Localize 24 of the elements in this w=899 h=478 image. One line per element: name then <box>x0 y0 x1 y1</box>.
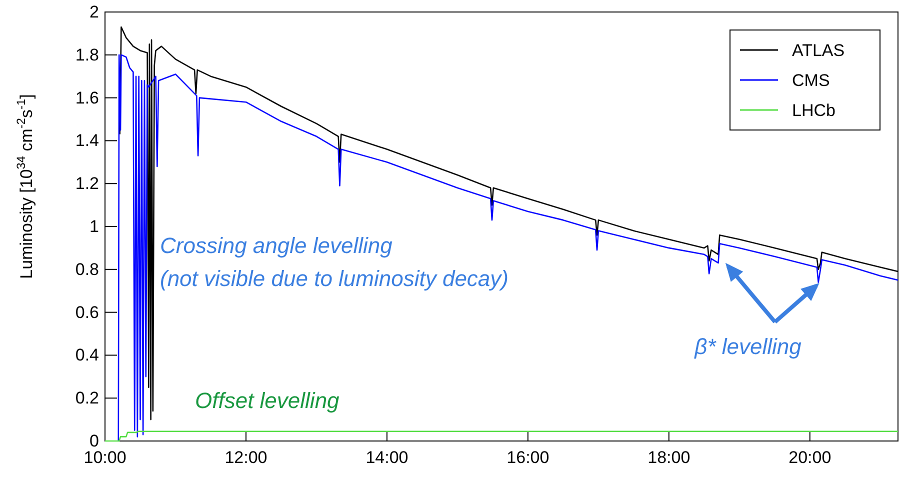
y-tick-label: 1 <box>90 216 99 236</box>
y-tick-label: 1.6 <box>75 88 99 108</box>
y-tick-label: 0.2 <box>75 388 99 408</box>
y-tick-label: 1.2 <box>75 174 99 194</box>
legend-label: CMS <box>792 71 830 90</box>
annotation: Offset levelling <box>195 388 340 413</box>
x-tick-label: 20:00 <box>788 448 832 468</box>
y-tick-label: 0.8 <box>75 260 99 279</box>
x-tick-label: 14:00 <box>366 448 408 468</box>
annotation: Crossing angle levelling (not visible due to luminosity decay) <box>160 233 508 291</box>
y-tick-label: 0.4 <box>75 346 99 365</box>
x-tick-label: 18:00 <box>648 448 690 468</box>
y-tick-label: 0 <box>90 431 99 450</box>
y-tick-label: 0.6 <box>75 302 99 322</box>
legend-label: ATLAS <box>792 41 845 60</box>
y-tick-label: 1.4 <box>75 131 99 150</box>
x-tick-label: 10:00 <box>84 448 126 468</box>
y-tick-label: 2 <box>90 2 99 22</box>
legend-label: LHCb <box>792 101 836 120</box>
x-tick-label: 16:00 <box>506 448 550 468</box>
x-tick-label: 12:00 <box>224 448 268 468</box>
line-series <box>104 430 899 442</box>
y-tick-label: 1.8 <box>75 45 99 64</box>
annotation: β* levelling <box>694 334 802 359</box>
